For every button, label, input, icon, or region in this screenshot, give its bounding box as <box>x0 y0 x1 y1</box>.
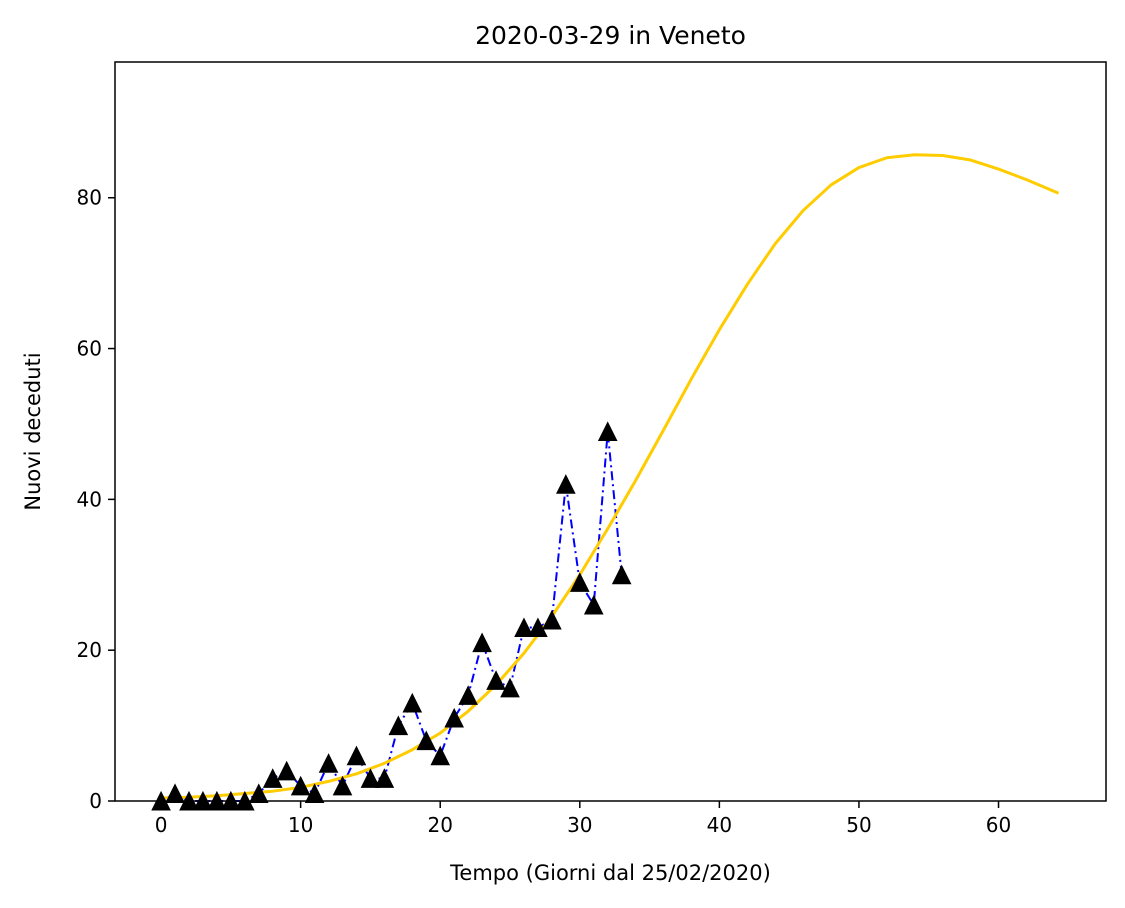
data-point-marker <box>290 775 311 796</box>
chart-title: 2020-03-29 in Veneto <box>475 21 746 50</box>
x-tick-label: 40 <box>707 813 732 837</box>
data-point-marker <box>542 609 562 630</box>
y-tick-label: 40 <box>77 487 102 511</box>
data-point-marker <box>597 421 618 441</box>
data-point-marker <box>416 730 437 751</box>
data-point-marker <box>262 768 283 788</box>
x-axis: 0 10 20 30 40 50 60 <box>155 801 1011 837</box>
x-tick-label: 0 <box>155 813 168 837</box>
data-point-marker <box>514 617 534 638</box>
data-point-marker <box>556 474 576 494</box>
y-tick-label: 80 <box>77 186 102 210</box>
data-point-marker <box>444 707 464 728</box>
plot-frame <box>114 61 1107 802</box>
data-point-marker <box>569 572 590 592</box>
data-point-marker <box>165 783 185 803</box>
data-point-marker <box>402 692 423 713</box>
data-point-marker <box>611 564 632 585</box>
y-axis-label: Nuovi deceduti <box>21 352 45 510</box>
x-tick-label: 20 <box>427 813 452 837</box>
y-tick-label: 0 <box>89 789 102 813</box>
data-point-marker <box>472 632 492 653</box>
x-tick-label: 30 <box>567 813 592 837</box>
x-tick-label: 50 <box>846 813 871 837</box>
data-point-marker <box>374 768 395 788</box>
data-point-marker <box>583 594 604 615</box>
y-tick-label: 20 <box>77 638 102 662</box>
data-point-marker <box>458 685 478 705</box>
data-point-marker <box>486 670 506 690</box>
x-tick-label: 60 <box>986 813 1011 837</box>
data-point-marker <box>430 745 451 766</box>
data-point-marker <box>318 753 339 773</box>
x-tick-label: 10 <box>288 813 313 837</box>
data-point-marker <box>332 775 353 796</box>
y-tick-label: 60 <box>77 337 102 361</box>
data-point-marker <box>276 760 297 781</box>
x-axis-label: Tempo (Giorni dal 25/02/2020) <box>449 861 771 885</box>
data-point-marker <box>388 715 409 736</box>
data-point-marker <box>248 783 269 803</box>
data-point-marker <box>500 677 520 698</box>
data-point-marker <box>360 768 381 788</box>
data-point-marker <box>346 745 367 766</box>
fitted-series-line <box>161 153 1060 800</box>
y-axis: 0 20 40 60 80 <box>77 186 115 813</box>
data-point-marker <box>528 617 548 638</box>
data-point-marker <box>304 783 325 803</box>
